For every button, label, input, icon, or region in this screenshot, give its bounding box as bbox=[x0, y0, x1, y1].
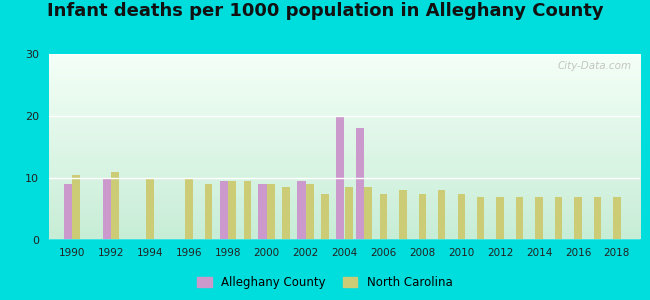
Legend: Alleghany County, North Carolina: Alleghany County, North Carolina bbox=[192, 272, 458, 294]
Bar bbox=[146, 178, 153, 240]
Bar bbox=[266, 184, 275, 240]
Bar bbox=[220, 181, 228, 240]
Text: Infant deaths per 1000 population in Alleghany County: Infant deaths per 1000 population in All… bbox=[47, 2, 603, 20]
Bar bbox=[477, 196, 484, 240]
Bar bbox=[185, 178, 192, 240]
Bar bbox=[344, 187, 353, 240]
Bar bbox=[438, 190, 445, 240]
Bar bbox=[419, 194, 426, 240]
Bar bbox=[613, 196, 621, 240]
Bar bbox=[555, 196, 562, 240]
Bar bbox=[364, 187, 372, 240]
Bar bbox=[72, 175, 80, 240]
Bar bbox=[497, 196, 504, 240]
Bar bbox=[458, 194, 465, 240]
Bar bbox=[321, 194, 329, 240]
Bar bbox=[336, 116, 344, 240]
Bar bbox=[103, 178, 111, 240]
Bar bbox=[516, 196, 523, 240]
Bar bbox=[111, 172, 119, 240]
Bar bbox=[380, 194, 387, 240]
Text: City-Data.com: City-Data.com bbox=[557, 61, 631, 71]
Bar bbox=[306, 184, 314, 240]
Bar bbox=[205, 184, 212, 240]
Bar bbox=[536, 196, 543, 240]
Bar bbox=[593, 196, 601, 240]
Bar bbox=[298, 181, 305, 240]
Bar bbox=[259, 184, 266, 240]
Bar bbox=[356, 128, 364, 240]
Bar bbox=[283, 187, 290, 240]
Bar bbox=[227, 181, 236, 240]
Bar bbox=[575, 196, 582, 240]
Bar bbox=[244, 181, 251, 240]
Bar bbox=[399, 190, 406, 240]
Bar bbox=[64, 184, 72, 240]
